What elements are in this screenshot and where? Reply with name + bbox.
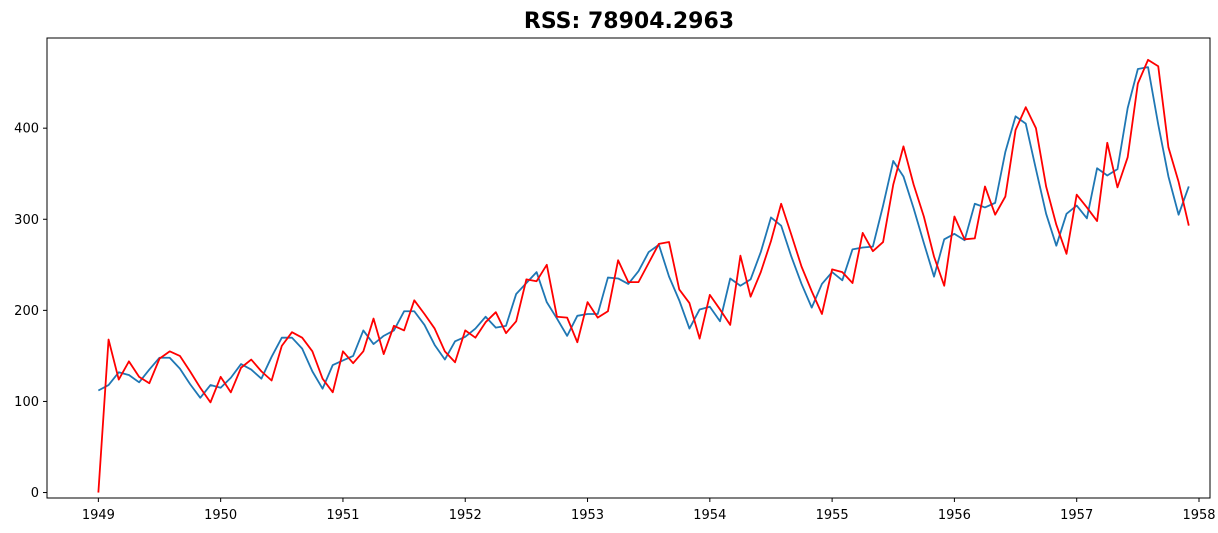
x-tick-label: 1957 (1060, 508, 1093, 523)
x-axis: 1949 1950 1951 1952 1953 1954 1955 1956 1957 1958 (82, 498, 1216, 523)
series-line-1 (97, 58, 1190, 493)
y-tick-label: 0 (31, 486, 39, 501)
x-tick-label: 1950 (204, 508, 237, 523)
x-tick-label: 1954 (693, 508, 726, 523)
x-tick-label: 1951 (326, 508, 359, 523)
series-line-0 (97, 66, 1190, 399)
y-tick-label: 400 (14, 122, 39, 137)
y-tick-label: 200 (14, 304, 39, 319)
chart-title: RSS: 78904.2963 (524, 9, 734, 34)
x-tick-label: 1958 (1182, 508, 1215, 523)
x-tick-label: 1955 (816, 508, 849, 523)
x-tick-label: 1953 (571, 508, 604, 523)
x-tick-label: 1949 (82, 508, 115, 523)
axes-frame (46, 37, 1211, 499)
x-tick-label: 1956 (938, 508, 971, 523)
plot-area (97, 58, 1190, 493)
x-tick-label: 1952 (449, 508, 482, 523)
y-tick-label: 300 (14, 213, 39, 228)
y-tick-label: 100 (14, 395, 39, 410)
y-axis: 0 100 200 300 400 (14, 122, 47, 501)
